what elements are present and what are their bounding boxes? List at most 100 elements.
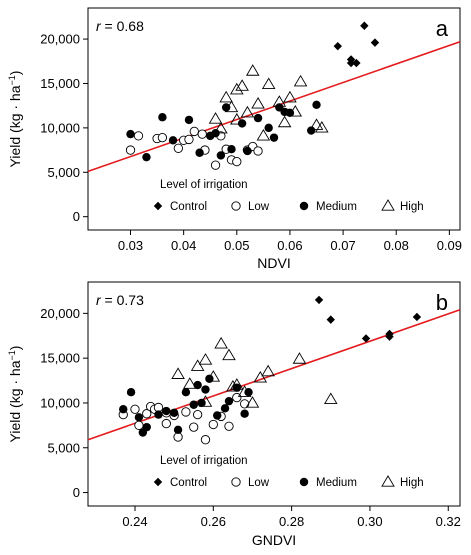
data-point	[189, 422, 199, 432]
data-point	[309, 118, 324, 130]
x-tick-label: 0.04	[171, 238, 196, 253]
data-point	[261, 364, 275, 377]
data-point	[142, 422, 151, 432]
data-point	[222, 348, 236, 361]
legend-title: Level of irrigation	[160, 179, 248, 191]
data-point	[216, 151, 226, 160]
x-axis-label: GNDVI	[252, 532, 296, 548]
legend-label: High	[400, 477, 424, 489]
data-point	[169, 408, 179, 418]
legend-marker	[231, 201, 241, 211]
data-point	[205, 374, 214, 383]
legend-label: Low	[248, 477, 270, 489]
y-tick-label: 10,000	[40, 120, 80, 135]
y-tick-label: 15,000	[40, 76, 80, 91]
data-point	[125, 145, 136, 155]
legend-label: High	[400, 201, 424, 213]
legend-marker	[299, 201, 309, 211]
data-point	[181, 388, 191, 397]
data-point	[315, 120, 329, 133]
data-point	[226, 379, 240, 392]
series-control	[333, 21, 380, 68]
data-point	[235, 79, 249, 91]
y-tick-label: 15,000	[40, 351, 80, 366]
data-point	[184, 134, 194, 145]
data-point	[133, 131, 144, 141]
x-tick-label: 0.03	[118, 238, 143, 253]
data-point	[361, 334, 371, 343]
data-point	[251, 97, 265, 109]
data-point	[214, 121, 228, 134]
data-point	[173, 432, 183, 442]
data-point	[173, 143, 183, 153]
panel-label: a	[436, 16, 449, 41]
data-point	[195, 148, 204, 157]
data-point	[346, 58, 356, 68]
legend-title: Level of irrigation	[160, 455, 248, 467]
legend-marker	[381, 199, 395, 211]
data-point	[192, 409, 203, 420]
plot-frame	[87, 281, 461, 507]
data-point	[227, 144, 236, 154]
plot-frame	[87, 7, 461, 231]
legend-marker	[231, 477, 241, 487]
data-point	[189, 400, 198, 409]
panel-ndvi: 0 5,000 10,000 15,000 20,000 0.03 0.04 0.05 0.06…	[7, 7, 462, 271]
data-point	[360, 21, 369, 30]
data-point	[269, 133, 279, 142]
legend-label: Control	[170, 201, 207, 213]
data-point	[224, 396, 234, 406]
data-point	[197, 129, 207, 139]
data-point	[412, 312, 422, 322]
data-point	[240, 105, 255, 118]
x-tick-label: 0.30	[357, 514, 382, 529]
data-point	[232, 156, 242, 167]
data-point	[253, 370, 268, 383]
data-point	[307, 126, 316, 135]
data-point	[224, 100, 239, 113]
data-point	[173, 425, 183, 435]
panel-label: b	[436, 290, 448, 315]
legend-marker	[381, 475, 395, 487]
x-tick-label: 0.08	[384, 238, 409, 253]
data-point	[190, 359, 205, 371]
y-axis-label: Yield (kg · ha−1)	[7, 346, 23, 443]
data-point	[126, 129, 135, 139]
data-point	[219, 90, 233, 103]
data-point	[206, 370, 221, 382]
y-tick-label: 5,000	[47, 165, 80, 180]
data-point	[243, 146, 252, 156]
data-point	[214, 336, 228, 349]
data-point	[283, 90, 297, 103]
correlation-annotation: r = 0.73	[96, 292, 144, 308]
data-point	[134, 420, 144, 431]
x-tick-label: 0.05	[224, 238, 249, 253]
x-tick-label: 0.28	[279, 514, 304, 529]
series-high	[171, 336, 338, 408]
y-tick-label: 0	[73, 485, 80, 500]
data-point	[326, 315, 335, 324]
data-point	[213, 411, 222, 420]
y-tick-label: 20,000	[40, 306, 80, 321]
data-point	[245, 396, 260, 408]
data-point	[370, 38, 380, 47]
x-tick-label: 0.26	[201, 514, 226, 529]
y-tick-label: 20,000	[40, 32, 80, 47]
correlation-annotation: r = 0.68	[96, 18, 144, 34]
data-point	[253, 113, 263, 123]
data-point	[272, 95, 287, 107]
data-point	[333, 41, 342, 51]
x-tick-label: 0.06	[277, 238, 302, 253]
data-point	[277, 115, 292, 128]
data-point	[153, 402, 164, 413]
y-tick-label: 10,000	[40, 395, 80, 410]
series-high	[208, 64, 329, 141]
data-point	[245, 64, 260, 76]
legend-marker	[153, 201, 163, 211]
y-axis-label: Yield (kg · ha−1)	[7, 71, 23, 168]
series-medium	[126, 100, 321, 162]
data-point	[158, 113, 167, 122]
data-point	[201, 385, 210, 394]
data-point	[224, 421, 234, 431]
